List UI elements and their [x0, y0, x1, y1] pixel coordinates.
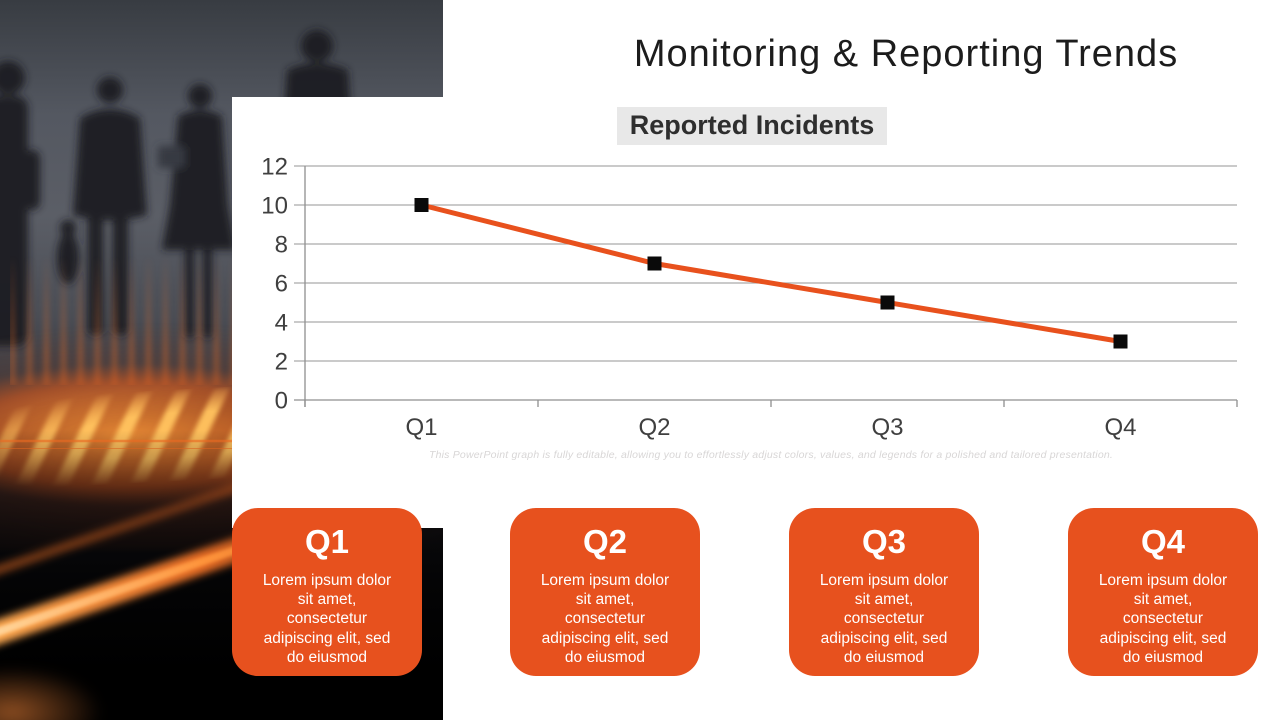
- y-axis-label: 8: [275, 232, 288, 259]
- data-point-marker: [414, 198, 429, 212]
- data-point-marker: [1113, 334, 1128, 349]
- chart-panel: Reported Incidents 0 2 4 6 8 10 12 Q1 Q2 Q3 Q4 Thi…: [232, 97, 1250, 528]
- y-axis-label: 12: [261, 154, 288, 181]
- y-axis-label: 0: [275, 388, 288, 415]
- chart-title-wrap: Reported Incidents: [232, 107, 1272, 145]
- x-axis-label: Q3: [871, 414, 903, 441]
- slide-title: Monitoring & Reporting Trends: [633, 33, 1179, 75]
- data-point-marker: [647, 256, 662, 271]
- quarter-card-q1: Q1 Lorem ipsum dolor sit amet, consectet…: [232, 508, 422, 676]
- card-title: Q2: [582, 523, 628, 560]
- card-body: Lorem ipsum dolor sit amet, consectetur …: [1098, 572, 1228, 666]
- card-title: Q4: [1140, 523, 1186, 560]
- x-axis-label: Q1: [405, 414, 437, 441]
- chart-title: Reported Incidents: [616, 107, 888, 145]
- card-body: Lorem ipsum dolor sit amet, consectetur …: [540, 572, 670, 666]
- y-axis-label: 4: [275, 310, 288, 337]
- y-axis-label: 10: [261, 193, 288, 220]
- chart-footnote: This PowerPoint graph is fully editable,…: [428, 449, 1114, 461]
- card-body: Lorem ipsum dolor sit amet, consectetur …: [819, 572, 949, 666]
- people-silhouettes-image: [0, 30, 352, 346]
- corner-glow: [0, 640, 180, 720]
- quarter-card-q2: Q2 Lorem ipsum dolor sit amet, consectet…: [510, 508, 700, 676]
- x-axis-label: Q4: [1104, 414, 1136, 441]
- quarter-card-q3: Q3 Lorem ipsum dolor sit amet, consectet…: [789, 508, 979, 676]
- card-body: Lorem ipsum dolor sit amet, consectetur …: [262, 572, 392, 666]
- card-title: Q3: [861, 523, 907, 560]
- x-axis-label: Q2: [638, 414, 670, 441]
- trend-line: [419, 202, 1123, 344]
- y-axis-label: 6: [275, 271, 288, 298]
- line-chart: 0 2 4 6 8 10 12 Q1 Q2 Q3 Q4: [261, 154, 1238, 441]
- card-title: Q1: [304, 523, 350, 560]
- data-point-marker: [880, 295, 895, 310]
- y-axis-label: 2: [275, 349, 288, 376]
- quarter-card-q4: Q4 Lorem ipsum dolor sit amet, consectet…: [1068, 508, 1258, 676]
